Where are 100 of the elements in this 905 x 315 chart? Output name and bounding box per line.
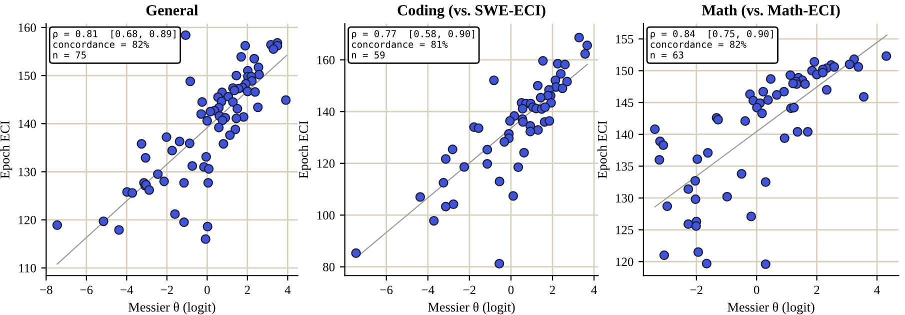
point [802, 126, 813, 137]
y-tick-label: 160 [18, 23, 36, 32]
point [440, 154, 451, 164]
point [789, 102, 799, 112]
point [690, 194, 700, 204]
point [818, 68, 828, 78]
point [574, 32, 584, 42]
x-tick-label: 2 [814, 286, 820, 294]
point [489, 75, 499, 86]
point [736, 168, 746, 179]
point [459, 162, 470, 172]
point [558, 83, 568, 94]
point [702, 258, 712, 268]
point [690, 176, 700, 186]
point [532, 80, 543, 91]
point [881, 51, 892, 61]
x-tick-label: 4 [284, 286, 291, 294]
point [691, 221, 701, 231]
point [544, 116, 554, 126]
point [703, 148, 713, 158]
point [779, 86, 789, 97]
point [494, 258, 504, 269]
point [766, 74, 776, 84]
point [829, 62, 840, 72]
chart-title: General [146, 4, 198, 16]
point [482, 144, 492, 154]
x-tick-label: 0 [508, 286, 514, 294]
point [659, 250, 670, 260]
chart-title: Math (vs. Math-ECI) [702, 4, 840, 19]
point [810, 56, 820, 67]
x-tick-label: −6 [80, 286, 93, 294]
x-axis-title: Messier θ (logit) [728, 302, 814, 314]
y-tick-label: 140 [616, 130, 634, 139]
point [854, 62, 864, 72]
point [448, 199, 458, 210]
point [740, 116, 750, 126]
point [513, 162, 524, 172]
point [757, 108, 767, 118]
point [540, 102, 550, 112]
point [654, 154, 664, 165]
y-axis-title: Epoch ECI [0, 120, 12, 178]
x-tick-label: 0 [754, 286, 760, 294]
point [415, 192, 426, 202]
point [772, 90, 782, 100]
point [440, 202, 451, 212]
point [351, 248, 361, 258]
x-tick-label: −4 [120, 286, 134, 294]
y-tick-label: 140 [317, 108, 335, 116]
point [518, 117, 528, 127]
y-tick-label: 130 [616, 194, 634, 202]
x-tick-label: 2 [244, 286, 250, 294]
x-tick-label: −6 [380, 286, 393, 294]
point [780, 133, 790, 144]
point [650, 124, 660, 134]
x-axis-title: Messier θ (logit) [128, 302, 216, 314]
y-axis-title: Epoch ECI [597, 120, 610, 178]
point [474, 123, 484, 133]
annotation: ρ = 0.81 [0.68, 0.89] concordance = 82% n = 75 [53, 30, 176, 59]
y-tick-label: 125 [616, 226, 634, 234]
y-tick-label: 150 [18, 72, 36, 80]
point [429, 216, 439, 226]
y-tick-label: 145 [616, 98, 634, 107]
x-tick-label: 4 [874, 286, 880, 294]
point [494, 176, 504, 186]
y-tick-label: 155 [616, 34, 634, 44]
point [562, 76, 572, 86]
y-tick-label: 110 [19, 264, 36, 272]
point [499, 137, 510, 147]
point [582, 40, 592, 50]
point [693, 247, 704, 257]
point [662, 201, 672, 212]
y-tick-label: 120 [616, 258, 634, 266]
y-tick-label: 100 [317, 211, 335, 220]
point [505, 116, 515, 126]
point [758, 86, 768, 97]
point [683, 184, 694, 194]
y-tick-label: 150 [616, 66, 634, 76]
point [536, 92, 546, 102]
y-tick-label: 80 [323, 262, 335, 272]
point [448, 144, 458, 154]
y-tick-label: 120 [317, 159, 335, 168]
x-tick-label: 0 [204, 286, 210, 294]
point [556, 68, 566, 79]
x-axis-title: Messier θ (logit) [428, 302, 515, 314]
point [800, 79, 810, 89]
y-tick-label: 160 [317, 56, 335, 64]
point [788, 78, 798, 88]
y-tick-label: 120 [18, 216, 36, 224]
point [519, 148, 529, 158]
y-axis-title: Epoch ECI [298, 120, 311, 178]
point [722, 192, 732, 202]
y-tick-label: 130 [18, 168, 36, 176]
point [518, 104, 528, 114]
y-tick-label: 140 [18, 120, 36, 128]
point [760, 259, 770, 270]
point [580, 49, 590, 59]
point [822, 84, 832, 95]
point [763, 95, 773, 105]
point [760, 177, 770, 187]
point [508, 191, 518, 201]
